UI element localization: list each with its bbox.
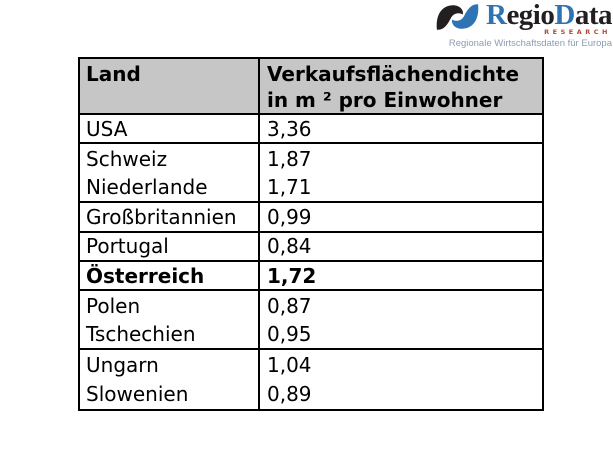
brand-letter-d: D <box>554 0 575 31</box>
table-body: USA 3,36 Schweiz 1,87 Niederlande 1,71 G… <box>80 115 542 409</box>
logo-top-row: RegioData <box>434 0 613 31</box>
cell-value: 1,87 <box>260 144 542 173</box>
cell-value: 0,84 <box>260 233 542 260</box>
land-label: Slowenien <box>86 382 189 407</box>
cell-land: Polen <box>80 291 260 321</box>
cell-value: 1,04 <box>260 350 542 379</box>
regiodata-swoosh-icon <box>434 3 481 31</box>
density-value: 1,72 <box>267 263 317 288</box>
land-label: USA <box>86 116 128 141</box>
land-label: Schweiz <box>86 147 168 172</box>
density-value: 0,99 <box>267 204 312 229</box>
cell-land: Großbritannien <box>80 203 260 231</box>
density-value: 1,87 <box>267 147 312 172</box>
table-row: Polen 0,87 <box>80 291 542 321</box>
cell-land: Niederlande <box>80 173 260 202</box>
cell-land: Schweiz <box>80 144 260 174</box>
land-label: Niederlande <box>86 175 208 200</box>
table-row: Ungarn 1,04 <box>80 350 542 380</box>
logo-tagline: Regionale Wirtschaftsdaten für Europa <box>448 38 612 49</box>
cell-land: Slowenien <box>80 379 260 409</box>
density-value: 0,95 <box>267 322 312 347</box>
column-header-land: Land <box>80 59 260 113</box>
table-row: USA 3,36 <box>80 115 542 145</box>
table-row: Slowenien 0,89 <box>80 379 542 409</box>
column-header-density-line2: in m ² pro Einwohner <box>267 88 503 112</box>
table-header-row: Land Verkaufsflächendichte in m ² pro Ei… <box>80 59 542 115</box>
cell-value: 0,99 <box>260 203 542 230</box>
brand-letter-r: R <box>485 0 507 31</box>
research-label: RESEARCH <box>544 28 611 36</box>
cell-land: Österreich <box>80 261 260 290</box>
cell-land: Tschechien <box>80 320 260 349</box>
density-value: 3,36 <box>267 116 312 141</box>
cell-value: 0,95 <box>260 321 542 348</box>
density-value: 1,71 <box>267 175 312 200</box>
table-row: Tschechien 0,95 <box>80 320 542 351</box>
table-row: Portugal 0,84 <box>80 232 542 262</box>
table-row: Großbritannien 0,99 <box>80 203 542 233</box>
table-row: Schweiz 1,87 <box>80 144 542 174</box>
cell-value: 3,36 <box>260 115 542 142</box>
land-label: Österreich <box>86 263 205 288</box>
table-row: Niederlande 1,71 <box>80 173 542 204</box>
land-label: Polen <box>86 294 141 319</box>
cell-value: 0,87 <box>260 291 542 320</box>
brand-ata: ata <box>574 0 613 31</box>
density-value: 0,89 <box>267 382 312 407</box>
land-label: Tschechien <box>86 322 196 347</box>
density-value: 1,04 <box>267 352 312 377</box>
column-header-density-line1: Verkaufsflächendichte <box>267 62 520 86</box>
brand-egio: egio <box>506 0 555 31</box>
column-header-density: Verkaufsflächendichte in m ² pro Einwohn… <box>260 59 542 113</box>
sales-area-density-table: Land Verkaufsflächendichte in m ² pro Ei… <box>78 57 544 411</box>
cell-land: Portugal <box>80 232 260 260</box>
land-label: Großbritannien <box>86 204 237 229</box>
cell-land: USA <box>80 115 260 143</box>
cell-land: Ungarn <box>80 350 260 380</box>
cell-value: 1,72 <box>260 262 542 289</box>
regiodata-logo: RegioData RESEARCH Regionale Wirtschafts… <box>434 0 613 49</box>
density-value: 0,84 <box>267 234 312 259</box>
land-label: Ungarn <box>86 352 159 377</box>
brand-wordmark: RegioData <box>485 0 613 31</box>
cell-value: 0,89 <box>260 380 542 409</box>
density-value: 0,87 <box>267 294 312 319</box>
cell-value: 1,71 <box>260 174 542 201</box>
table-row: Österreich 1,72 <box>80 261 542 292</box>
land-label: Portugal <box>86 234 169 259</box>
